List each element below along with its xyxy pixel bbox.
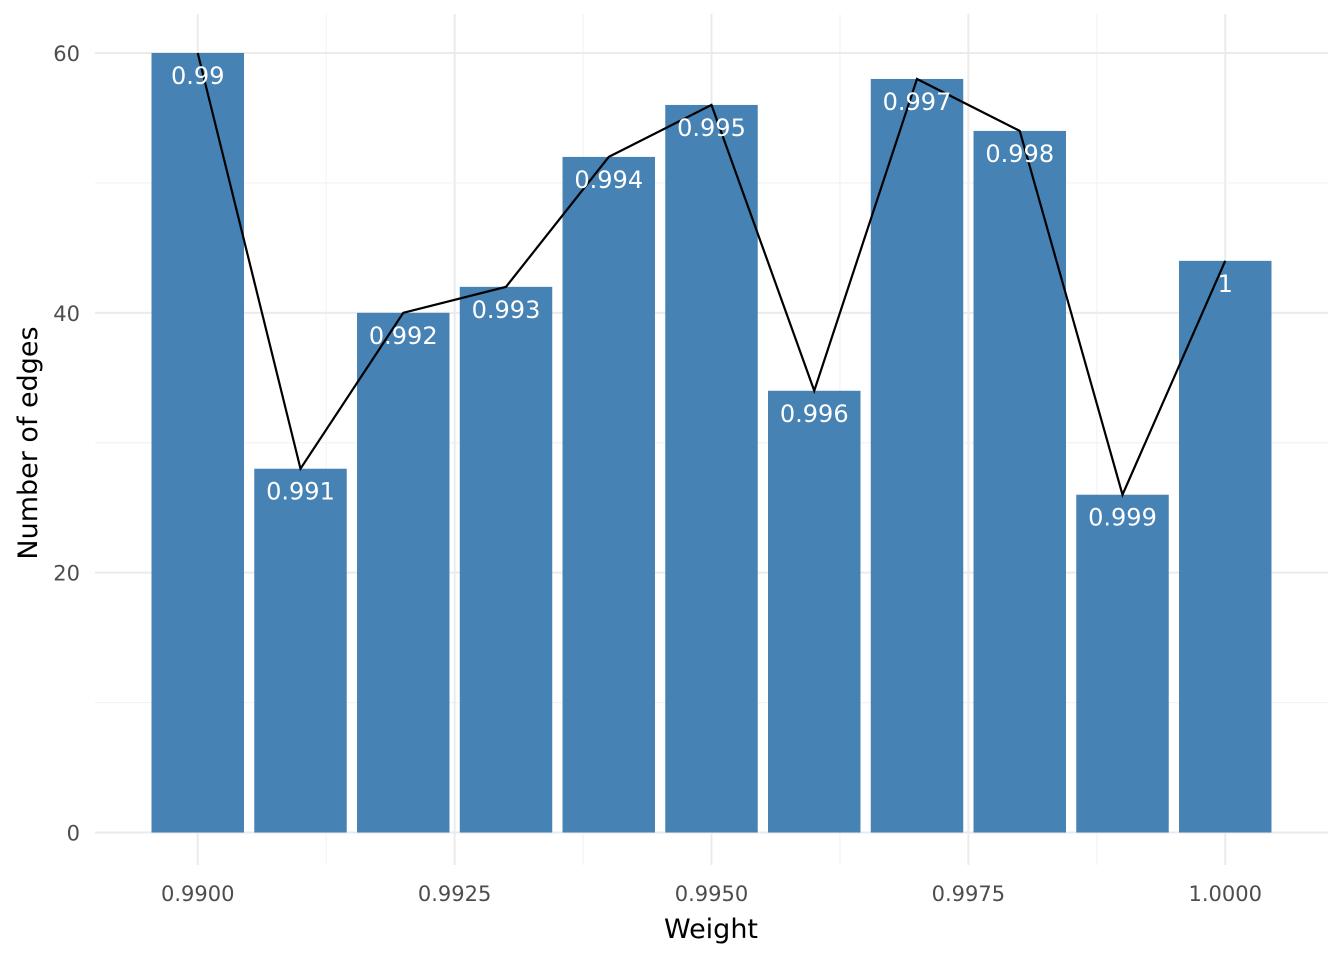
bars (151, 52, 1272, 833)
x-tick-label: 0.9975 (932, 882, 1005, 906)
bar (562, 156, 655, 833)
x-tick-label: 0.9900 (161, 882, 234, 906)
bar-label: 0.995 (677, 114, 746, 142)
y-tick-label: 40 (53, 302, 80, 326)
bar (1076, 494, 1169, 833)
bar-label: 0.992 (369, 322, 438, 350)
bar (357, 312, 450, 833)
bar (151, 52, 244, 833)
y-axis-title: Number of edges (13, 326, 44, 559)
bar-label: 0.99 (171, 62, 224, 90)
x-tick-label: 1.0000 (1189, 882, 1262, 906)
y-tick-label: 60 (53, 42, 80, 66)
x-axis-ticks: 0.9900 0.9925 0.9950 0.9975 1.0000 (161, 882, 1262, 906)
bar-label: 1 (1218, 270, 1233, 298)
x-tick-label: 0.9925 (418, 882, 491, 906)
bar (1179, 260, 1272, 833)
bar-label: 0.997 (883, 88, 952, 116)
bar (870, 78, 964, 833)
bar (665, 104, 758, 833)
bar (973, 130, 1066, 833)
bar-label: 0.993 (472, 296, 541, 324)
bar-label: 0.999 (1088, 504, 1157, 532)
bar-label: 0.998 (985, 140, 1054, 168)
bar (768, 390, 861, 833)
y-tick-label: 20 (53, 562, 80, 586)
bar (459, 286, 553, 833)
x-tick-label: 0.9950 (675, 882, 748, 906)
trend-line (196, 52, 1227, 498)
bar (254, 468, 347, 833)
bar-label: 0.996 (780, 400, 849, 428)
bar-label: 0.994 (574, 166, 643, 194)
x-axis-title: Weight (664, 914, 758, 945)
bar-label: 0.991 (266, 478, 335, 506)
bar-labels: 0.99 0.991 0.992 0.993 0.994 0.995 0.996 0.997 0… (171, 62, 1233, 532)
y-axis-ticks: 0 20 40 60 (53, 42, 80, 846)
trend-line-layer (196, 52, 1227, 498)
y-tick-label: 0 (67, 822, 80, 846)
